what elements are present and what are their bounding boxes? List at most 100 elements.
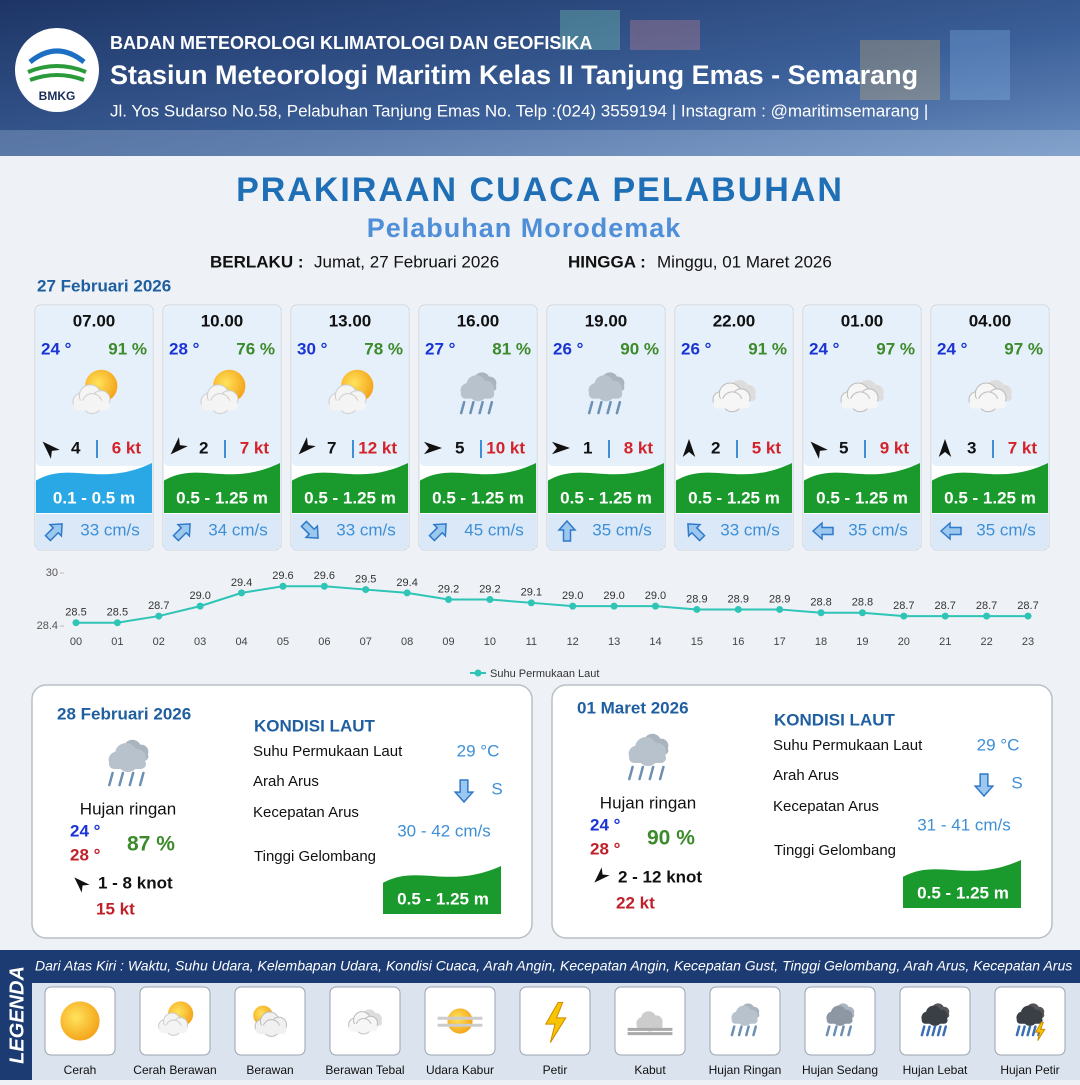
- data-label: 28.8: [852, 597, 873, 609]
- temp-min: 24 °: [70, 821, 101, 840]
- wind-speed: 3: [967, 438, 976, 457]
- wave-height: 0.5 - 1.25 m: [816, 488, 908, 507]
- wind-speed: 5: [839, 438, 848, 457]
- data-label: 28.8: [810, 597, 831, 609]
- x-tick-label: 23: [1022, 636, 1034, 648]
- cloud-part: [713, 398, 751, 409]
- sst-point: [155, 612, 163, 620]
- x-tick-label: 05: [277, 636, 289, 648]
- validity-from: Jumat, 27 Februari 2026: [314, 252, 499, 271]
- cloud-part: [348, 1023, 378, 1032]
- rain: [587, 400, 594, 415]
- wave-band: [804, 463, 920, 513]
- legend-item: Berawan Tebal: [325, 1063, 404, 1077]
- x-tick-label: 09: [442, 636, 454, 648]
- sst-point: [610, 602, 618, 610]
- wave-height: 0.5 - 1.25 m: [432, 488, 524, 507]
- rain: [936, 1025, 942, 1037]
- lightning: [1034, 1021, 1046, 1041]
- gust: 15 kt: [96, 899, 135, 918]
- sst-point: [362, 586, 370, 594]
- rain: [942, 1025, 948, 1037]
- humidity: 87 %: [127, 833, 175, 856]
- validity-label: HINGGA :: [568, 252, 646, 271]
- day-date: 01 Maret 2026: [577, 698, 689, 717]
- data-label: 29.0: [189, 590, 210, 602]
- current-arrow: [557, 519, 577, 542]
- current-speed: 33 cm/s: [336, 520, 396, 539]
- cloud-part: [636, 1022, 663, 1030]
- weather-icon: [587, 372, 625, 415]
- rain: [469, 400, 475, 415]
- current-speed: 31 - 41 cm/s: [917, 815, 1011, 834]
- station: Stasiun Meteorologi Maritim Kelas II Tan…: [110, 60, 918, 90]
- current-arrow: [428, 523, 447, 542]
- cloud: [968, 382, 1007, 413]
- cloud: [72, 384, 111, 414]
- wind-arrow: [424, 441, 442, 455]
- cloud-part: [731, 1016, 758, 1024]
- cloud-part: [921, 1016, 948, 1024]
- current-arrow: [44, 523, 63, 542]
- sst: 29 °C: [457, 741, 500, 760]
- gust: 6 kt: [112, 438, 142, 457]
- cloud: [328, 384, 367, 414]
- weather-icon: [544, 1002, 567, 1043]
- wind-arrow: [938, 439, 952, 457]
- wave-band: [676, 463, 792, 513]
- y-tick-label: 30: [46, 567, 58, 579]
- air-temperature: 27 °: [425, 339, 456, 358]
- legend-item: Petir: [543, 1063, 568, 1077]
- data-label: 29.5: [355, 573, 376, 585]
- cloud-part: [629, 753, 666, 763]
- temp-min: 24 °: [590, 815, 621, 834]
- cloud-part: [201, 400, 239, 411]
- wind-arrow: [594, 867, 610, 883]
- day-date: 28 Februari 2026: [57, 704, 191, 723]
- x-tick-label: 00: [70, 636, 82, 648]
- wind-arrow: [552, 441, 570, 455]
- sun: [447, 1008, 473, 1034]
- organization: BADAN METEOROLOGI KLIMATOLOGI DAN GEOFIS…: [110, 33, 592, 53]
- x-tick-label: 04: [235, 636, 247, 648]
- sst-point: [72, 619, 80, 627]
- legend-item: Cerah: [64, 1063, 97, 1077]
- field-label: Arah Arus: [253, 773, 319, 790]
- x-tick-label: 01: [111, 636, 123, 648]
- cloud: [628, 737, 666, 766]
- current-arrow: [687, 523, 706, 542]
- cloud: [200, 384, 239, 414]
- data-label: 28.7: [893, 600, 914, 612]
- wave-height: 0.5 - 1.25 m: [944, 488, 1036, 507]
- current-arrow: [973, 773, 995, 798]
- x-tick-label: 14: [649, 636, 661, 648]
- time: 13.00: [329, 311, 372, 330]
- cloud: [588, 375, 623, 402]
- rain: [606, 400, 612, 415]
- data-label: 28.7: [935, 600, 956, 612]
- x-tick-label: 08: [401, 636, 413, 648]
- data-label: 28.5: [65, 607, 86, 619]
- wind-arrow: [42, 441, 60, 459]
- rain: [847, 1025, 853, 1037]
- field-label: Suhu Permukaan Laut: [773, 737, 923, 754]
- rain: [1021, 1025, 1026, 1037]
- legend-item: Kabut: [634, 1063, 666, 1077]
- wave-band: [164, 463, 280, 513]
- humidity: 78 %: [364, 339, 403, 358]
- field-label: Kecepatan Arus: [253, 804, 359, 821]
- sst-point: [569, 602, 577, 610]
- weather-icon: [968, 380, 1012, 413]
- weather-icon: [253, 1005, 288, 1037]
- legend-item: Udara Kabur: [426, 1063, 494, 1077]
- data-label: 28.9: [686, 593, 707, 605]
- cloud: [254, 1011, 288, 1037]
- wind-speed: 2: [199, 438, 208, 457]
- weather-icon: [200, 369, 246, 414]
- sst: 29 °C: [977, 735, 1020, 754]
- weather-icon: [628, 733, 669, 781]
- x-tick-label: 19: [856, 636, 868, 648]
- wind-arrow: [298, 437, 316, 455]
- x-tick-label: 21: [939, 636, 951, 648]
- logo-mark: [28, 48, 86, 64]
